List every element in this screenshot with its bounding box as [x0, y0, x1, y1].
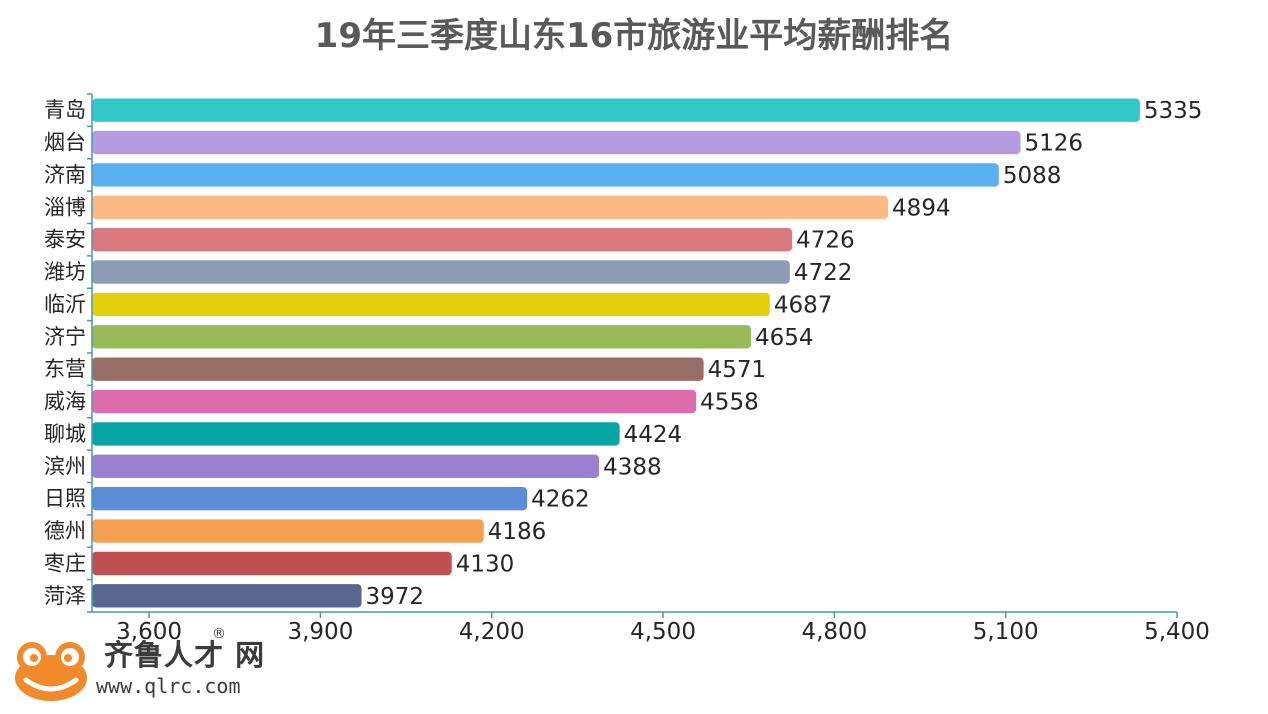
value-label: 4726 — [796, 228, 855, 254]
value-label: 5126 — [1025, 131, 1084, 157]
category-label: 德州 — [44, 519, 86, 543]
value-label: 4894 — [892, 195, 951, 221]
value-label: 5088 — [1003, 163, 1062, 189]
value-label: 4687 — [774, 292, 833, 318]
bar-5 — [92, 228, 793, 252]
value-label: 5335 — [1144, 98, 1203, 124]
bar-14 — [92, 519, 484, 543]
category-label: 滨州 — [44, 454, 86, 478]
chart-title: 19年三季度山东16市旅游业平均薪酬排名 — [314, 16, 954, 56]
value-label: 4130 — [456, 551, 515, 577]
bar-12 — [92, 454, 600, 478]
category-label: 济宁 — [44, 325, 86, 349]
registered-mark: ® — [212, 626, 226, 642]
bar-15 — [92, 551, 452, 576]
value-label: 4262 — [531, 487, 590, 513]
category-label: 临沂 — [44, 292, 86, 316]
x-tick-label: 4,200 — [459, 619, 525, 645]
axes-layer: 3,600 3,900 4,200 4,500 4,800 5,100 5,400 — [87, 93, 1210, 645]
bar-16 — [92, 584, 362, 608]
x-tick-label: 3,600 — [116, 619, 182, 645]
value-label: 3972 — [366, 584, 425, 610]
bar-8 — [92, 325, 751, 349]
x-tick-label: 5,100 — [973, 619, 1039, 645]
category-label: 东营 — [44, 357, 86, 381]
value-label: 4722 — [794, 260, 853, 286]
bar-4 — [92, 195, 889, 219]
bar-11 — [92, 422, 620, 446]
bar-9 — [92, 357, 704, 381]
value-label: 4558 — [700, 390, 759, 416]
x-tick-label: 4,500 — [630, 619, 696, 645]
bar-2 — [92, 130, 1021, 155]
site-logo: 齐鲁人才 网 ® www.qlrc.com — [12, 626, 312, 710]
category-label: 菏泽 — [44, 584, 86, 608]
x-tick-label: 3,900 — [287, 619, 353, 645]
bar-7 — [92, 292, 770, 317]
value-label: 4388 — [603, 454, 662, 480]
category-label: 淄博 — [44, 195, 86, 219]
value-label: 4186 — [488, 519, 547, 545]
category-label: 潍坊 — [44, 260, 86, 284]
bar-1 — [92, 98, 1140, 122]
category-label: 日照 — [44, 487, 86, 511]
x-tick-label: 5,400 — [1144, 619, 1210, 645]
logo-url: www.qlrc.com — [96, 674, 241, 698]
category-label: 青岛 — [44, 98, 86, 122]
frog-icon — [15, 642, 87, 701]
category-label: 威海 — [44, 390, 86, 414]
bars-layer: 5335 青岛 5126 烟台 5088 济南 4894 淄博 4726 泰安 4722 潍坊 4687… — [44, 98, 1202, 610]
value-label: 4571 — [708, 357, 767, 383]
bar-3 — [92, 163, 999, 187]
category-label: 烟台 — [44, 131, 86, 155]
x-tick-label: 4,800 — [801, 619, 867, 645]
value-label: 4424 — [624, 422, 683, 448]
category-label: 济南 — [44, 163, 86, 187]
category-label: 枣庄 — [44, 551, 86, 575]
logo-name: 齐鲁人才 网 — [104, 638, 266, 672]
category-label: 聊城 — [44, 422, 86, 446]
bar-6 — [92, 260, 790, 284]
category-label: 泰安 — [44, 228, 86, 252]
bar-13 — [92, 487, 528, 511]
bar-10 — [92, 389, 697, 414]
value-label: 4654 — [755, 325, 814, 351]
